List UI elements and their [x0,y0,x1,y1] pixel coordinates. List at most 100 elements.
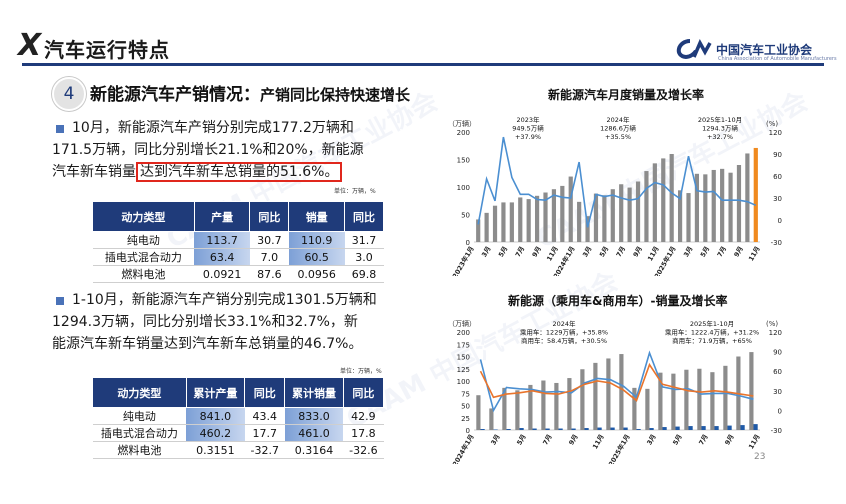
section-number-badge: 4 [52,77,86,111]
table-cell: 833.0 [284,407,344,425]
table-cell: 3.0 [344,248,384,266]
table-header-cell: 动力类型 [92,201,195,232]
chart-bar [632,387,637,430]
chart-bar [736,165,742,242]
table-cell: 461.0 [284,424,344,442]
chart-annotation: 乘用车：1222.4万辆，+31.2% [665,328,759,337]
chart-bar [740,425,745,430]
chart-bar [727,425,732,430]
chart-annotation: 2023年 [516,115,540,124]
chart-bar [568,176,573,242]
chart-annotation: 2024年 [552,319,576,328]
y-axis-left-label: （万辆） [448,319,476,328]
table-cell: 43.4 [244,407,285,425]
table-header-cell: 同比 [249,201,290,232]
chart-annotation: 1286.6万辆 [600,124,636,133]
x-tick-label: 3月 [682,245,694,259]
chart-bar [711,169,716,242]
table-header-cell: 同比 [244,377,286,408]
x-tick-label: 5月 [598,245,610,259]
chart-bar [580,369,585,430]
table-cell: 69.8 [344,265,384,283]
chart-annotation: 949.5万辆 [512,124,544,133]
chart-bar [686,193,691,242]
x-tick-label: 9月 [567,433,579,447]
table-row: 插电式混合动力 460.2 17.7 461.0 17.8 [92,424,384,442]
table-row: 燃料电池 0.3151 -32.7 0.3164 -32.6 [92,441,384,459]
chart-bar [627,187,632,242]
y-tick-right: 120 [769,129,782,137]
chart-annotation: +32.7% [707,133,733,141]
chart-bar [694,173,700,242]
chart-bar [492,205,498,242]
chart-bar [558,428,563,430]
x-tick-label: 5月 [497,245,509,259]
table-cell: -32.7 [244,441,285,459]
table-header-cell: 累计产量 [185,377,246,408]
section-title: 新能源汽车产销情况：产销同比保持快速增长 [90,80,410,105]
caam-logo-icon [676,39,712,60]
table-cell: 30.7 [249,231,289,249]
chart-bar [593,193,599,242]
chart-bar [518,197,523,242]
section-title-main: 新能源汽车产销情况： [90,85,260,105]
y-tick-right: -30 [771,427,782,435]
y-tick-right: 30 [773,388,782,396]
x-tick-label: 2024年1月 [450,433,476,465]
y-tick-left: 200 [457,329,470,337]
table-cell: 31.7 [344,231,384,249]
chart-bar [644,171,649,242]
chart-bar [661,158,666,242]
chart-bar [652,163,657,242]
y-tick-right: -30 [771,239,782,247]
table-cell: 纯电动 [92,407,187,425]
x-tick-label: 5月 [671,433,683,447]
x-tick-label: 11月 [545,245,560,262]
chart-bar [623,427,628,430]
chart-monthly-sales: （万辆） (%) 0 50 100 150 200 -30 0 30 60 90 120 2023年1月 3… [448,115,782,276]
table-header-cell: 累计销量 [284,377,344,408]
chart-line [479,362,754,402]
highlight-box: 达到汽车新车总销量的51.6%。 [136,162,343,182]
chart-title: 新能源汽车月度销量及增长率 [548,88,705,102]
chart-bar [489,408,494,430]
y-tick-left: 150 [457,354,470,362]
chart-bar [567,378,572,430]
chart-bar [728,172,733,242]
x-tick-label: 9月 [632,245,644,259]
unit-label: 单位：万辆，% [334,188,376,195]
bullet-square [56,125,64,133]
block1-text: 10月，新能源汽车产销分别完成177.2万辆和 171.5万辆，同比分别增长21… [52,117,432,183]
block2-line: 1-10月，新能源汽车产销分别完成1301.5万辆和 [72,292,377,308]
chart-bar [519,428,524,430]
chart-bar [551,189,557,242]
caam-logo-text: 中国汽车工业协会 [716,42,813,57]
x-tick-label: 7月 [697,433,709,447]
table-cell: 插电式混合动力 [92,424,187,442]
x-tick-label: 7月 [541,433,553,447]
chart-title: 新能源（乘用车&商用车）-销量及增长率 [508,294,728,308]
x-tick-label: 9月 [531,245,543,259]
table-row: 纯电动 841.0 43.4 833.0 42.9 [92,407,384,425]
bullet-square [56,297,64,305]
chart-bar [480,429,485,430]
chart-bar [515,390,520,430]
x-tick-label: 7月 [716,245,728,259]
x-tick-label: 3月 [489,433,501,447]
chart-pv-cv-sales: （万辆） (%) 0 25 50 75 100 125 150 175 200 -30 0 30 60 90 1… [448,319,782,465]
table-cell: 0.0956 [288,265,345,283]
chart-bar [714,426,719,430]
chart-bar [610,427,615,430]
page-number: 23 [754,452,766,462]
block1-line-part: 汽车新车销量 [52,164,136,180]
chart-annotation: 1294.3万辆 [702,124,738,133]
chart-bar [501,202,506,242]
x-tick-label: 3月 [645,433,657,447]
chart-bar [526,199,531,242]
chart-annotation: 商用车：71.9万辆，+65% [672,336,752,345]
chart-annotation: 乘用车：1229万辆，+35.8% [520,328,608,337]
y-axis-right-label: (%) [766,320,778,328]
x-tick-label: 7月 [615,245,627,259]
chart-bar [703,174,708,242]
y-tick-left: 75 [461,390,470,398]
